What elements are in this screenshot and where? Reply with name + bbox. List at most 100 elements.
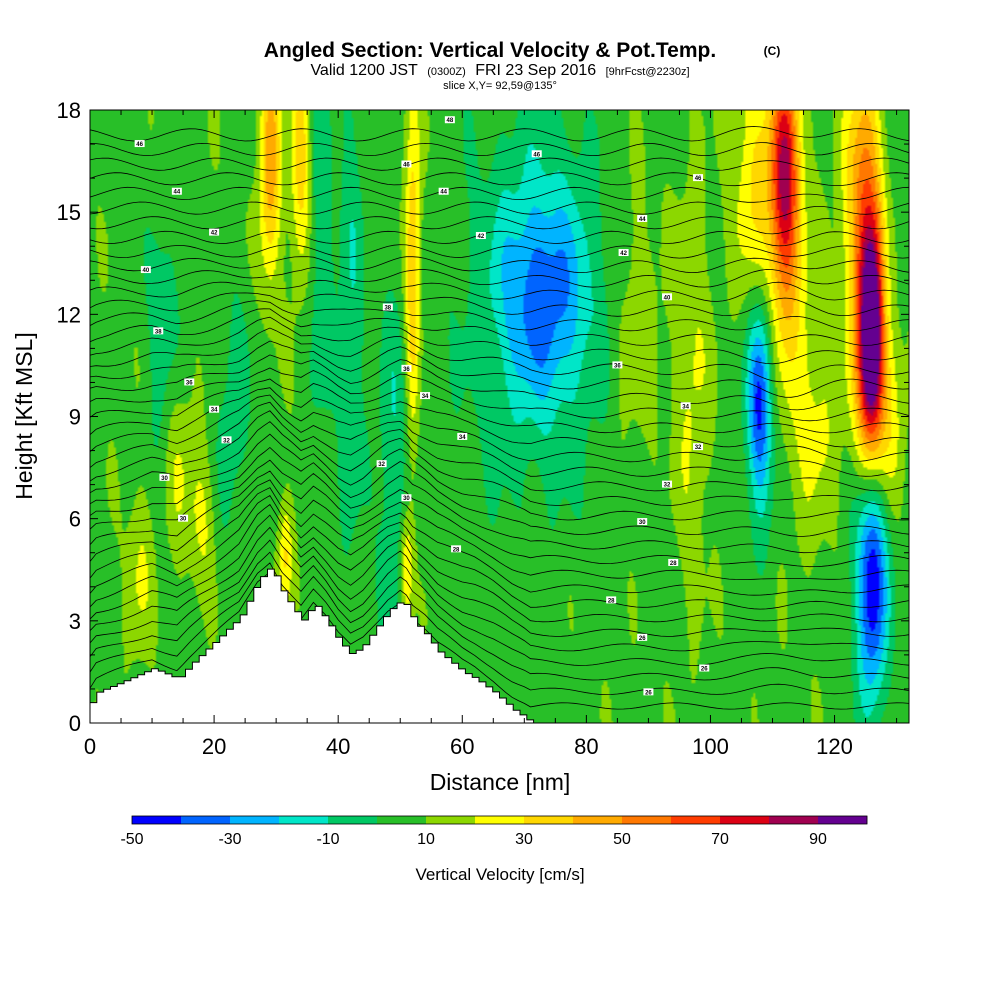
theta-contour-line (90, 459, 909, 554)
colorbar-tick-label: 70 (711, 831, 729, 848)
theta-label: 42 (620, 251, 627, 257)
theta-contour-line (90, 539, 909, 666)
theta-contour-line (90, 216, 909, 235)
subtitle-zulu: (0300Z) (427, 66, 466, 78)
theta-contour-line (90, 340, 909, 398)
theta-label: 28 (670, 561, 677, 567)
theta-label-box (612, 361, 623, 369)
theta-contour-line (90, 571, 909, 710)
subtitle-valid: Valid 1200 JST (310, 62, 418, 79)
theta-label: 28 (453, 547, 460, 553)
theta-label: 30 (180, 517, 187, 523)
theta-contour-line (90, 186, 909, 203)
theta-label-box (637, 633, 648, 641)
chart-subtitle: Valid 1200 JST (0300Z) FRI 23 Sep 2016 [… (310, 62, 689, 79)
theta-contour-line (90, 300, 909, 332)
theta-label: 46 (136, 142, 143, 148)
theta-contour-line (90, 172, 909, 187)
theta-contour-line (90, 562, 909, 696)
theta-label: 40 (142, 268, 149, 274)
theta-label: 42 (478, 234, 485, 240)
colorbar-swatch (720, 816, 770, 824)
theta-contour-line (90, 256, 909, 274)
colorbar (131, 815, 868, 825)
colorbar-swatch (671, 816, 721, 824)
theta-label: 34 (211, 408, 218, 414)
theta-label-box (693, 174, 704, 182)
colorbar-swatch (279, 816, 329, 824)
theta-label: 32 (664, 483, 671, 489)
theta-label-box (140, 266, 151, 274)
theta-label: 32 (695, 445, 702, 451)
colorbar-swatch (377, 816, 427, 824)
theta-label-box (382, 303, 393, 311)
y-tick-label: 9 (69, 405, 81, 430)
theta-label-box (376, 460, 387, 468)
theta-contour-line (90, 244, 909, 259)
theta-label: 26 (701, 667, 708, 673)
theta-label-box (680, 402, 691, 410)
x-tick-label: 60 (450, 734, 474, 759)
colorbar-tick-label: 30 (515, 831, 533, 848)
chart-title: Angled Section: Vertical Velocity & Pot.… (264, 39, 716, 62)
theta-label: 44 (440, 190, 447, 196)
colorbar-tick-label: 50 (613, 831, 631, 848)
theta-label-box (178, 514, 189, 522)
theta-contour-line (90, 446, 909, 537)
theta-label: 32 (223, 438, 230, 444)
terrain (90, 568, 537, 723)
colorbar-swatch (524, 816, 574, 824)
theta-label-box (438, 187, 449, 195)
colorbar-tick-label: -50 (120, 831, 143, 848)
theta-label-box (444, 116, 455, 124)
theta-label: 36 (614, 363, 621, 369)
colorbar-swatch (230, 816, 280, 824)
theta-contour-line (90, 279, 909, 303)
theta-contour-line (90, 470, 909, 568)
theta-label: 44 (174, 190, 181, 196)
chart-slice-info: slice X,Y= 92,59@135° (443, 80, 557, 92)
y-tick-label: 3 (69, 609, 81, 634)
x-tick-label: 100 (692, 734, 729, 759)
theta-label-box (134, 140, 145, 148)
colorbar-label: Vertical Velocity [cm/s] (415, 865, 584, 884)
theta-label-box (153, 327, 164, 335)
theta-label-box (693, 443, 704, 451)
theta-label-box (159, 473, 170, 481)
theta-contour-line (90, 494, 909, 610)
theta-contour-line (90, 308, 909, 347)
subtitle-forecast: [9hrFcst@2230z] (606, 66, 690, 78)
theta-label-box (209, 405, 220, 413)
theta-label: 42 (211, 231, 218, 237)
theta-contour-line (90, 142, 909, 157)
theta-label: 28 (608, 598, 615, 604)
theta-contour-line (90, 157, 909, 172)
theta-contour-line (90, 410, 909, 492)
theta-contour-line (90, 126, 909, 142)
theta-label: 34 (459, 435, 466, 441)
theta-label-box (637, 518, 648, 526)
theta-label-box (643, 688, 654, 696)
theta-contour-labels: 48 46 46 46 44 44 46 44 42 42 42 40 40 38 38 36 36 36 34 34… (134, 116, 710, 696)
colorbar-swatch (622, 816, 672, 824)
x-tick-label: 120 (816, 734, 853, 759)
theta-label: 34 (422, 394, 429, 400)
x-axis: 0 20 40 60 80 100 120 (84, 110, 898, 759)
theta-label: 46 (403, 162, 410, 168)
theta-contour-line (90, 421, 909, 506)
theta-label: 38 (155, 329, 162, 335)
colorbar-swatch (573, 816, 623, 824)
y-axis-label: Height [Kft MSL] (11, 332, 37, 499)
theta-label-box (451, 545, 462, 553)
chart-title-suffix: (C) (764, 44, 781, 58)
theta-contour-line (90, 201, 909, 220)
theta-label-box (606, 596, 617, 604)
theta-label: 26 (639, 636, 646, 642)
theta-label: 30 (161, 476, 168, 482)
theta-contour-line (90, 292, 909, 317)
theta-label: 36 (186, 380, 193, 386)
theta-contour-line (90, 433, 909, 521)
theta-label-box (209, 228, 220, 236)
theta-label: 32 (378, 462, 385, 468)
